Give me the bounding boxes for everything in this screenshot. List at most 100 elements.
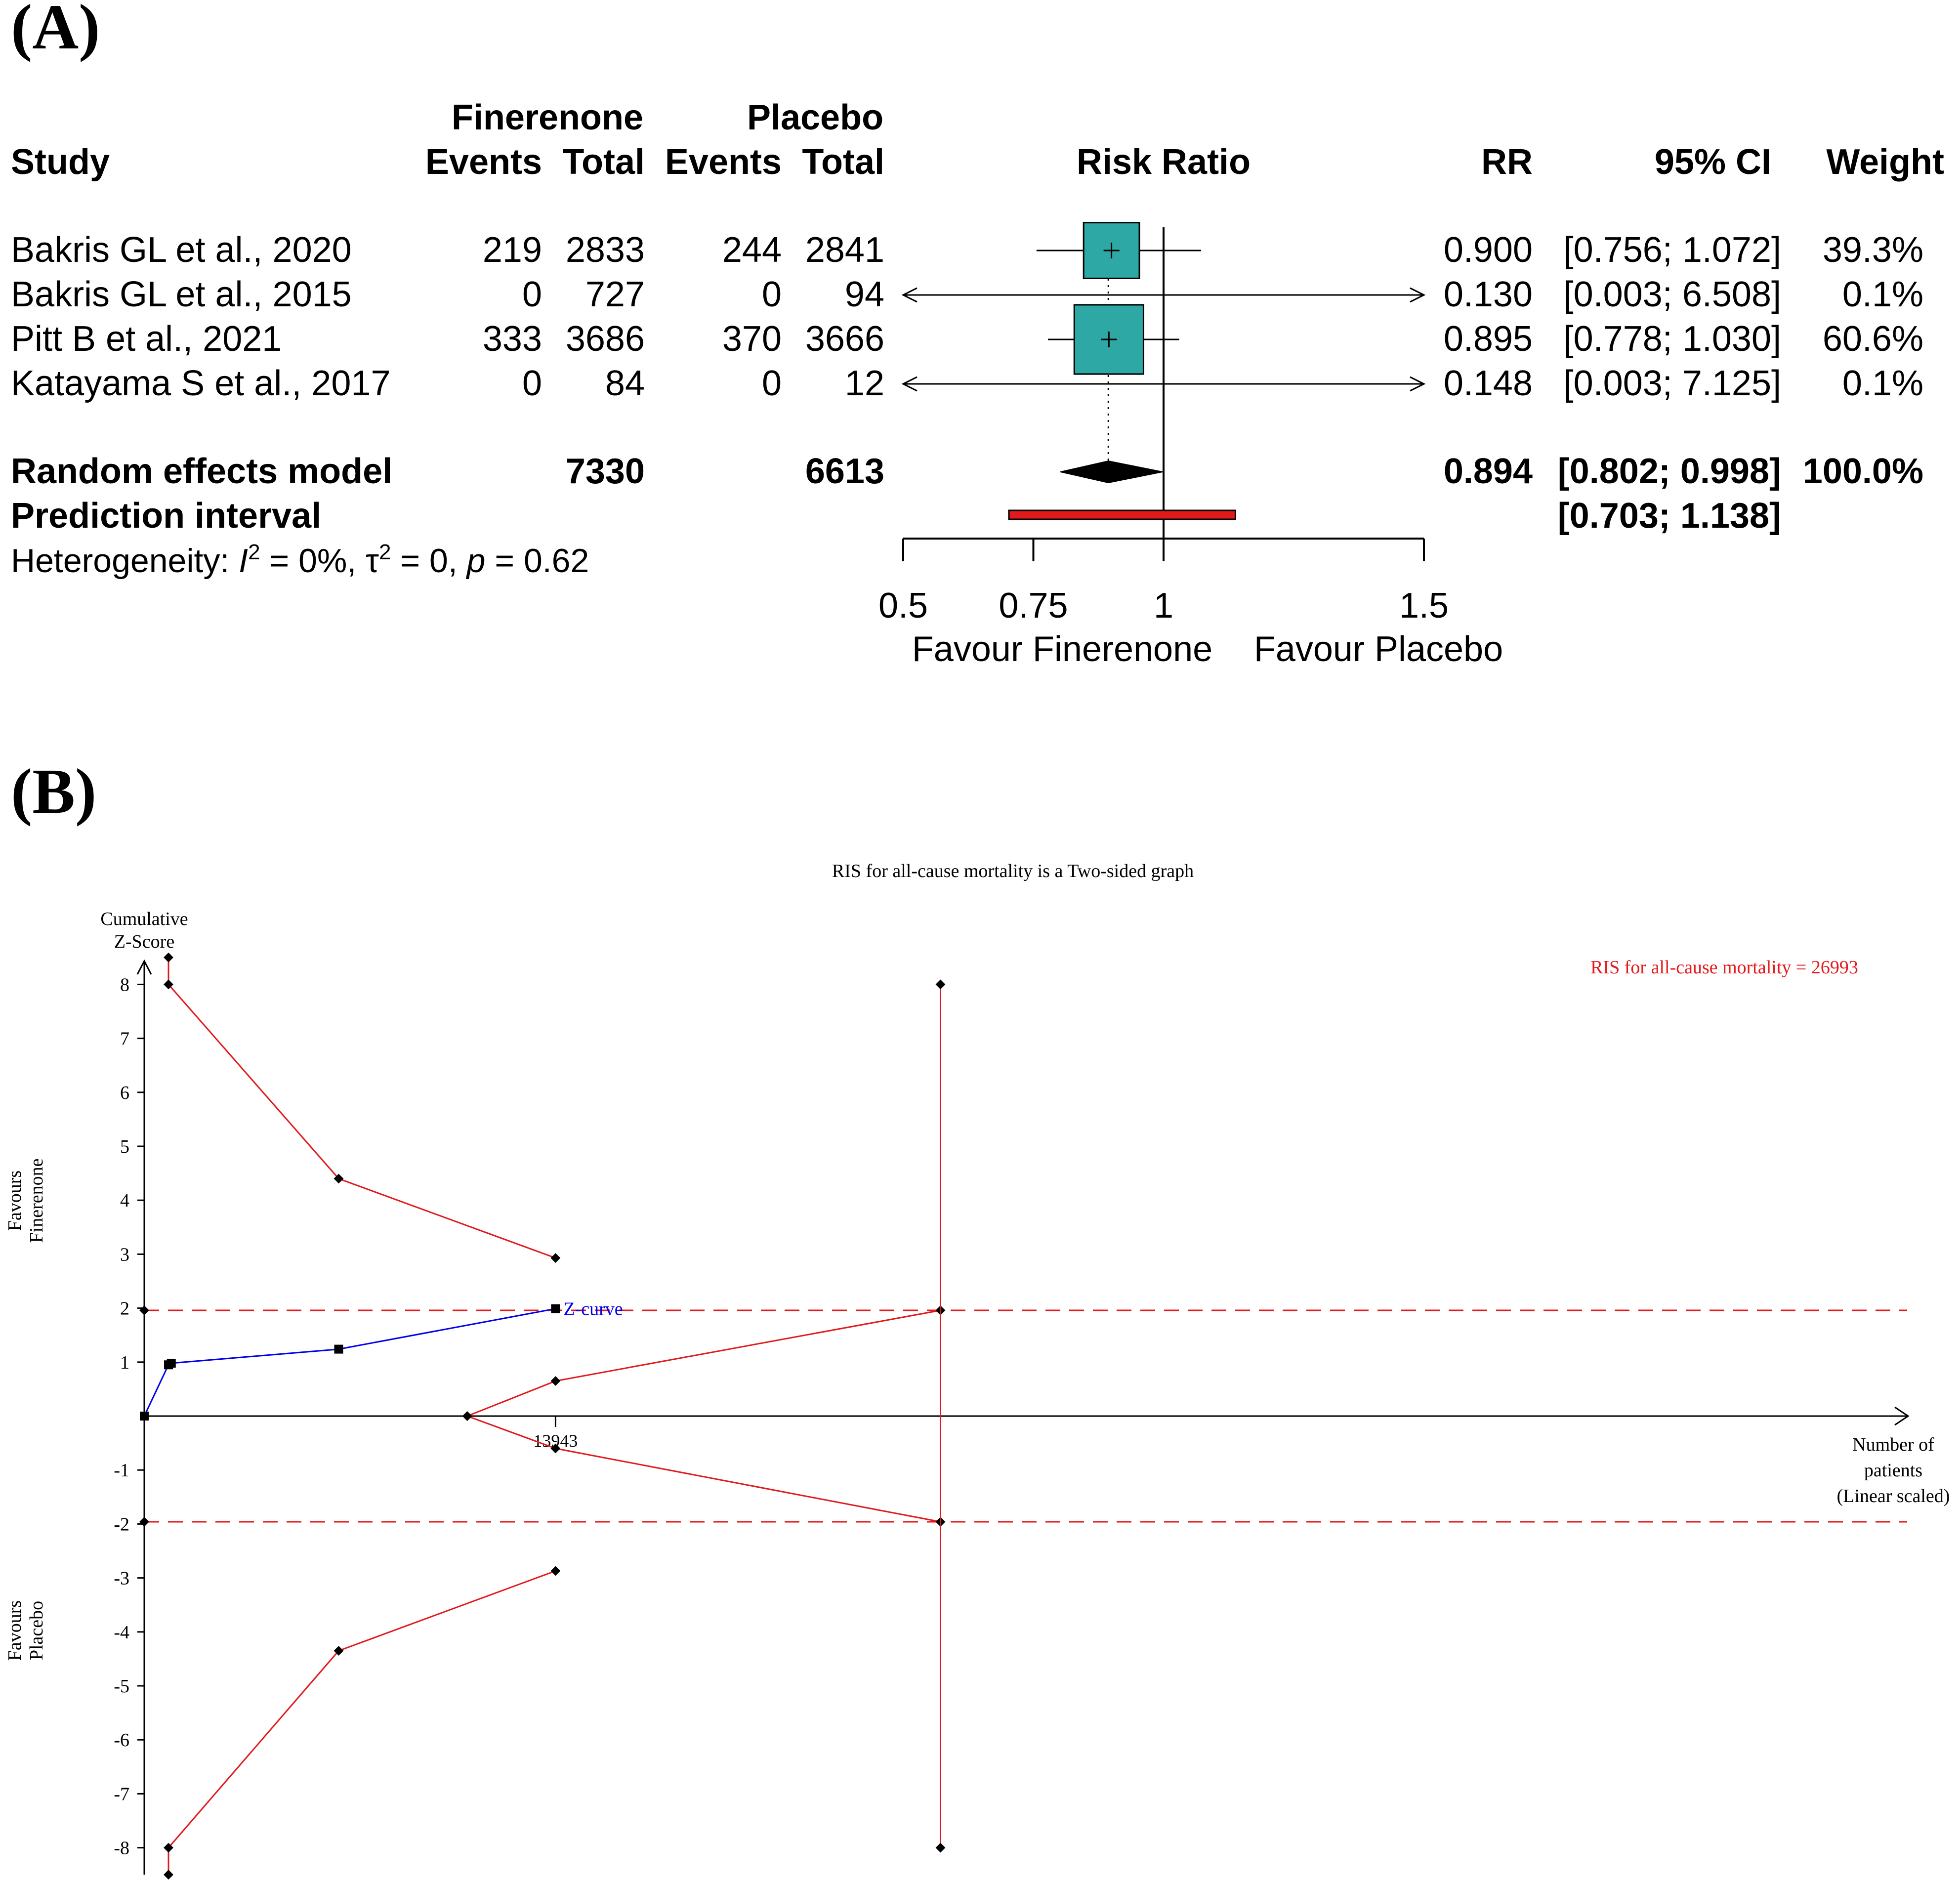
boundary-marker bbox=[164, 1842, 173, 1853]
x-axis-label-line1: Number of bbox=[1852, 1434, 1934, 1455]
ci-value: [0.003; 7.125] bbox=[1564, 364, 1781, 403]
y-axis-tick-label: 6 bbox=[120, 1083, 129, 1103]
study-name: Bakris GL et al., 2015 bbox=[11, 275, 352, 314]
ci-value: [0.003; 6.508] bbox=[1564, 275, 1781, 314]
panel-a-label: (A) bbox=[11, 0, 100, 63]
z-curve-point bbox=[167, 1358, 176, 1368]
z-curve-point bbox=[334, 1344, 343, 1354]
futility-marker bbox=[550, 1443, 561, 1454]
pooled-row: Random effects model 7330 6613 0.894 [0.… bbox=[11, 452, 1923, 491]
pooled-weight: 100.0% bbox=[1803, 452, 1923, 491]
forest-axis-tick-label: 1.5 bbox=[1399, 586, 1449, 626]
ci-value: [0.778; 1.030] bbox=[1564, 319, 1781, 359]
ris-label: RIS for all-cause mortality = 26993 bbox=[1590, 957, 1858, 978]
x-axis-label-line3: (Linear scaled) bbox=[1837, 1486, 1950, 1506]
header-total-2: Total bbox=[802, 142, 884, 182]
boundary-marker bbox=[334, 1173, 344, 1184]
x-axis-arrow bbox=[1894, 1406, 1910, 1426]
pooled-label: Random effects model bbox=[11, 452, 392, 491]
y-axis-tick-label: -5 bbox=[114, 1676, 129, 1697]
y-axis-label-line2: Z-Score bbox=[114, 931, 174, 952]
header-events-2: Events bbox=[665, 142, 782, 182]
y-axis-tick-label: -4 bbox=[114, 1622, 129, 1643]
weight-value: 0.1% bbox=[1842, 275, 1923, 314]
pooled-total-placebo: 6613 bbox=[805, 452, 884, 491]
panel-a-forest-plot: (A) Finerenone Placebo Study Events Tota… bbox=[11, 0, 1944, 669]
forest-axis-tick-label: 0.5 bbox=[878, 586, 928, 626]
header-total-1: Total bbox=[562, 142, 645, 182]
favours-placebo-line2: Placebo bbox=[26, 1601, 47, 1660]
events-placebo: 370 bbox=[722, 319, 782, 359]
ris-marker bbox=[935, 1842, 946, 1853]
boundary-marker bbox=[334, 1646, 344, 1656]
boundary-marker bbox=[139, 1305, 149, 1315]
y-axis-tick-label: -2 bbox=[114, 1514, 129, 1535]
study-name: Bakris GL et al., 2020 bbox=[11, 230, 352, 270]
favours-finerenone-line1: Favours bbox=[4, 1171, 25, 1231]
study-name: Pitt B et al., 2021 bbox=[11, 319, 282, 359]
rr-value: 0.900 bbox=[1444, 230, 1533, 270]
events-placebo: 244 bbox=[722, 230, 782, 270]
weight-value: 0.1% bbox=[1842, 364, 1923, 403]
y-axis-tick-label: -1 bbox=[114, 1460, 129, 1481]
boundary-marker bbox=[550, 1566, 561, 1576]
boundary-marker bbox=[164, 1870, 173, 1880]
study-row: Pitt B et al., 2021 333 3686 370 3666 0.… bbox=[11, 319, 1923, 359]
futility-marker bbox=[462, 1411, 472, 1421]
rr-value: 0.130 bbox=[1444, 275, 1533, 314]
events-placebo: 0 bbox=[762, 275, 782, 314]
boundary-marker bbox=[164, 952, 173, 962]
ci-value: [0.756; 1.072] bbox=[1564, 230, 1781, 270]
favours-finerenone-line2: Finerenone bbox=[26, 1159, 47, 1243]
favours-placebo-line1: Favours bbox=[4, 1600, 25, 1661]
prediction-interval-bar bbox=[1008, 509, 1236, 520]
ci-arrow-left bbox=[901, 287, 917, 303]
y-axis-arrow bbox=[136, 959, 152, 975]
total-finerenone: 2833 bbox=[566, 230, 645, 270]
ci-arrow-right bbox=[1410, 376, 1426, 392]
study-rows: Bakris GL et al., 2020 219 2833 244 2841… bbox=[11, 230, 1923, 403]
total-finerenone: 84 bbox=[605, 364, 645, 403]
header-risk-ratio: Risk Ratio bbox=[1077, 142, 1251, 182]
y-axis-tick-label: 1 bbox=[120, 1352, 129, 1373]
prediction-row: Prediction interval [0.703; 1.138] bbox=[11, 496, 1781, 536]
header-ci: 95% CI bbox=[1655, 142, 1771, 182]
heterogeneity-text: Heterogeneity: I2 = 0%, τ2 = 0, p = 0.62 bbox=[11, 540, 589, 580]
forest-axis-tick-labels: 0.5 0.75 1 1.5 bbox=[878, 586, 1449, 626]
rr-value: 0.148 bbox=[1444, 364, 1533, 403]
y-axis-tick-label: -8 bbox=[114, 1838, 129, 1859]
events-finerenone: 0 bbox=[522, 364, 542, 403]
z-curve-point bbox=[140, 1412, 149, 1421]
boundary-marker bbox=[550, 1253, 561, 1263]
tsa-title: RIS for all-cause mortality is a Two-sid… bbox=[832, 861, 1194, 881]
events-finerenone: 0 bbox=[522, 275, 542, 314]
study-row: Bakris GL et al., 2020 219 2833 244 2841… bbox=[11, 230, 1923, 270]
weight-value: 60.6% bbox=[1823, 319, 1923, 359]
total-placebo: 12 bbox=[845, 364, 884, 403]
pooled-ci: [0.802; 0.998] bbox=[1558, 452, 1781, 491]
y-axis-tick-label: -3 bbox=[114, 1568, 129, 1589]
header-weight: Weight bbox=[1826, 142, 1944, 182]
favour-placebo: Favour Placebo bbox=[1254, 629, 1503, 669]
y-axis-tick-label: 7 bbox=[120, 1029, 129, 1049]
y-axis-tick-label: -7 bbox=[114, 1784, 129, 1804]
upper-monitoring-boundary bbox=[167, 957, 556, 1259]
total-placebo: 94 bbox=[845, 275, 884, 314]
panel-b-label: (B) bbox=[11, 756, 96, 827]
y-axis-tick-label: 5 bbox=[120, 1136, 129, 1157]
study-square bbox=[1073, 304, 1144, 375]
ci-arrow-right bbox=[1410, 287, 1426, 303]
futility-marker bbox=[550, 1376, 561, 1386]
upper-futility-boundary bbox=[467, 1309, 941, 1417]
prediction-ci: [0.703; 1.138] bbox=[1558, 496, 1781, 536]
pooled-diamond bbox=[1060, 460, 1163, 484]
pooled-rr: 0.894 bbox=[1444, 452, 1533, 491]
study-row: Bakris GL et al., 2015 0 727 0 94 0.130 … bbox=[11, 275, 1923, 314]
z-curve-point bbox=[551, 1304, 560, 1313]
events-placebo: 0 bbox=[762, 364, 782, 403]
header-placebo: Placebo bbox=[747, 98, 883, 137]
total-finerenone: 3686 bbox=[566, 319, 645, 359]
rr-value: 0.895 bbox=[1444, 319, 1533, 359]
ci-arrow-left bbox=[901, 376, 917, 392]
